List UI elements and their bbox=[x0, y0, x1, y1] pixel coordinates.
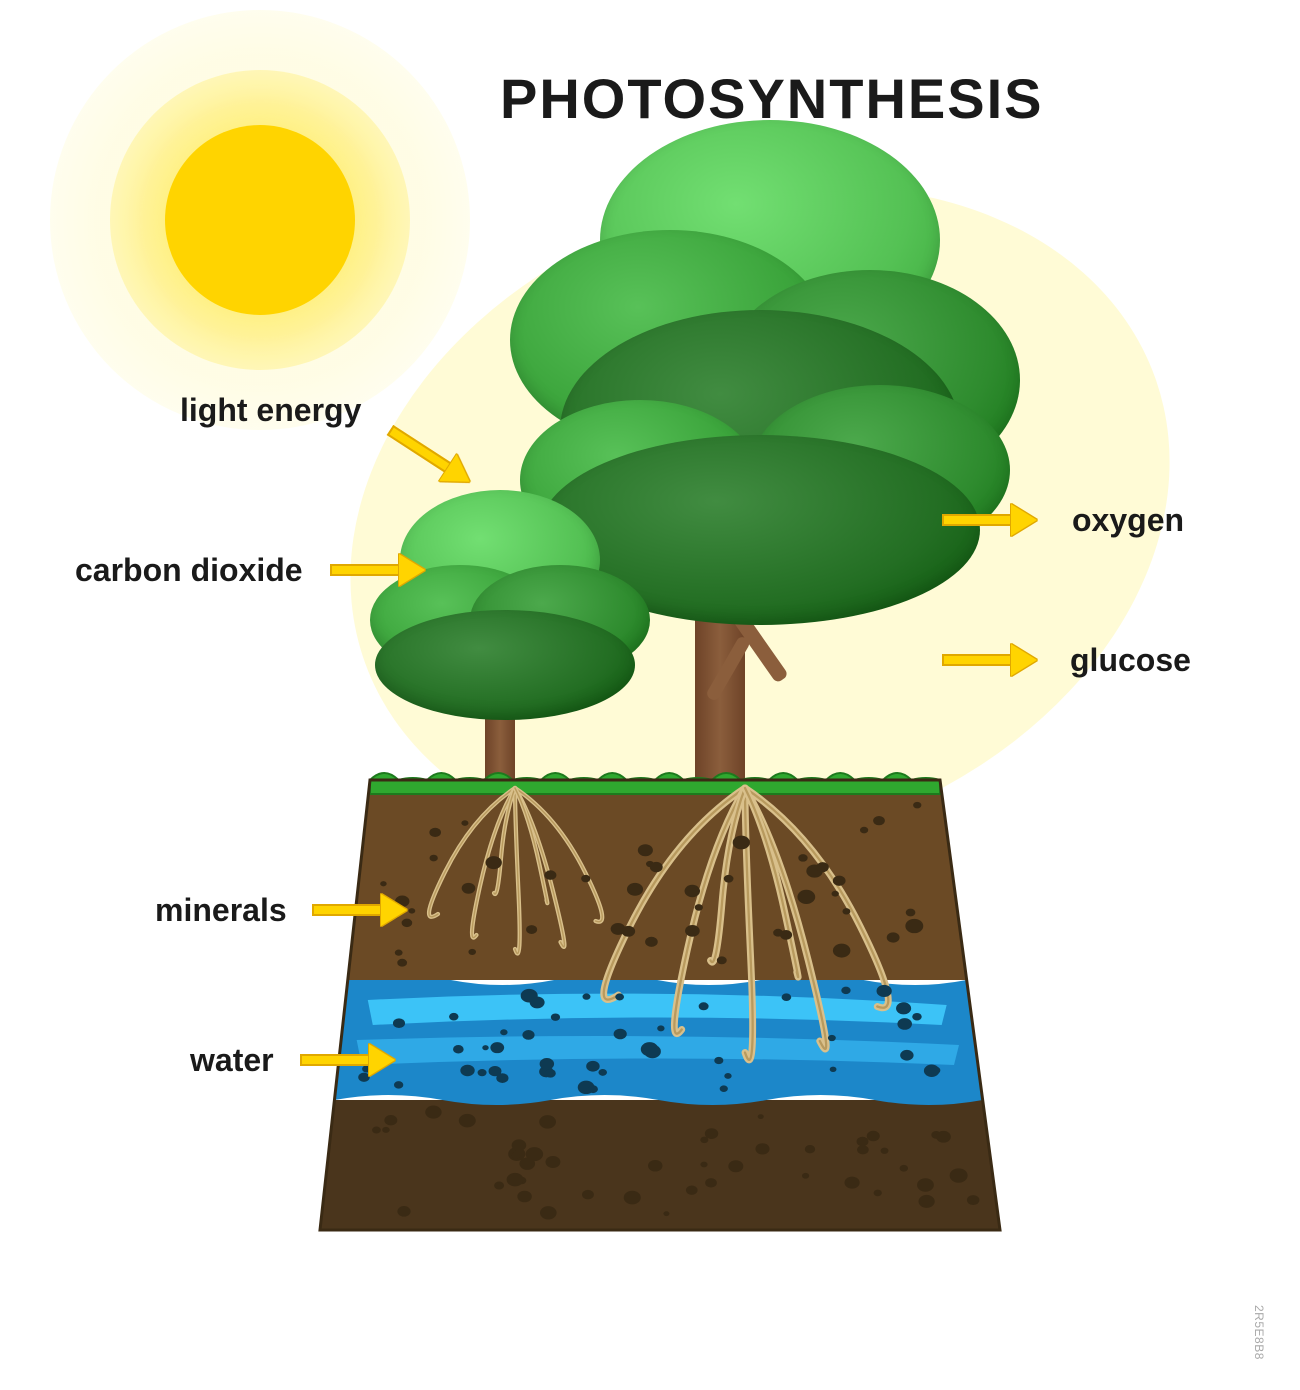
foliage-blob bbox=[375, 610, 635, 720]
diagram-stage: PHOTOSYNTHESIS light energycarbon dioxid… bbox=[0, 0, 1300, 1300]
label-minerals: minerals bbox=[155, 892, 287, 929]
watermark-code: 2R5E8B8 bbox=[1252, 1305, 1266, 1360]
label-glucose: glucose bbox=[1070, 642, 1191, 679]
sun-core bbox=[165, 125, 355, 315]
label-carbon-dioxide: carbon dioxide bbox=[75, 552, 303, 589]
label-water: water bbox=[190, 1042, 274, 1079]
label-oxygen: oxygen bbox=[1072, 502, 1184, 539]
label-light-energy: light energy bbox=[180, 392, 361, 429]
